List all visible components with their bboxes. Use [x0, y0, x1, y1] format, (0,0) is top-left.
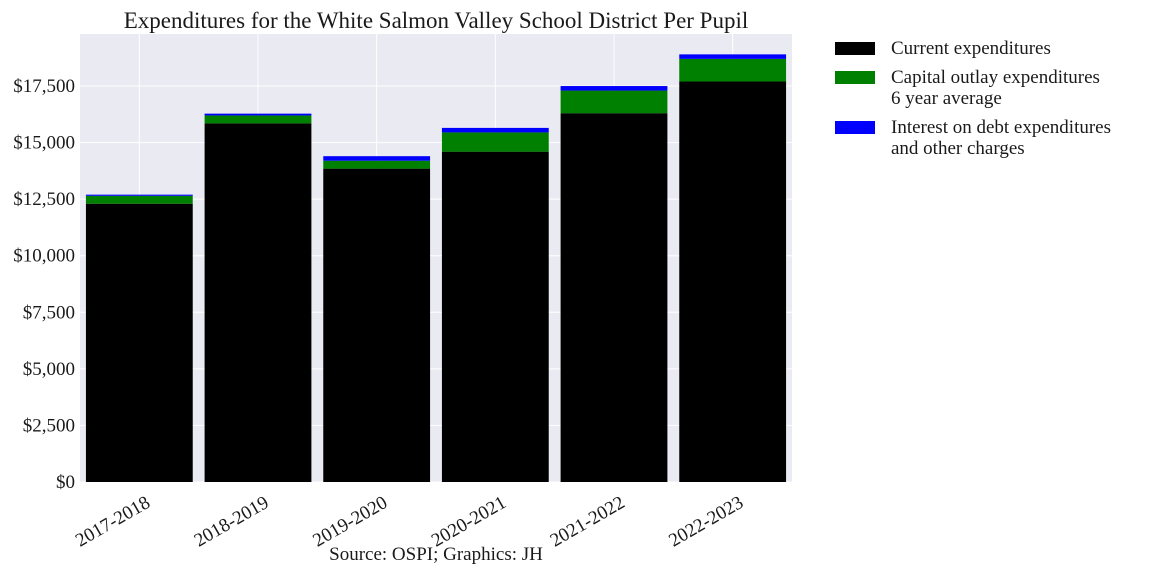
bar-2021-2022-series-1 [560, 90, 668, 114]
y-tick-label: $10,000 [13, 246, 75, 267]
y-tick-label: $15,000 [13, 133, 75, 154]
y-tick-label: $2,500 [23, 415, 75, 436]
legend-item-current: Current expenditures [835, 38, 1111, 59]
y-tick-label: $17,500 [13, 76, 75, 97]
bar-2017-2018-series-2 [85, 194, 193, 196]
y-tick-label: $7,500 [23, 302, 75, 323]
plot-area [80, 34, 792, 482]
y-tick-label: $0 [56, 472, 75, 493]
legend-label-capital: Capital outlay expenditures 6 year avera… [891, 67, 1100, 109]
chart-title: Expenditures for the White Salmon Valley… [123, 8, 749, 33]
bar-2018-2019-series-2 [204, 113, 312, 116]
bar-2021-2022-series-2 [560, 86, 668, 91]
legend-label-interest: Interest on debt expenditures and other … [891, 117, 1112, 159]
source-caption: Source: OSPI; Graphics: JH [329, 544, 543, 565]
bar-2018-2019-series-1 [204, 115, 312, 124]
bar-2017-2018-series-1 [85, 195, 193, 204]
bar-2021-2022-series-0 [560, 113, 668, 482]
legend-item-interest: Interest on debt expenditures and other … [835, 117, 1111, 159]
bar-2020-2021-series-0 [441, 151, 549, 483]
bar-2020-2021-series-2 [441, 127, 549, 133]
legend-item-capital: Capital outlay expenditures 6 year avera… [835, 67, 1111, 109]
y-tick-label: $5,000 [23, 359, 75, 380]
bar-2019-2020-series-1 [323, 160, 431, 169]
legend-swatch-interest [835, 121, 875, 134]
legend-label-current: Current expenditures [891, 38, 1051, 59]
legend: Current expenditures Capital outlay expe… [835, 38, 1111, 167]
bar-2022-2023-series-1 [679, 58, 787, 82]
legend-swatch-current [835, 42, 875, 55]
bar-2019-2020-series-2 [323, 156, 431, 161]
bar-2018-2019-series-0 [204, 123, 312, 483]
y-axis-ticks: $0 $2,500 $5,000 $7,500 $10,000 $12,500 $15,00… [13, 76, 75, 493]
bar-2022-2023-series-0 [679, 81, 787, 483]
bar-2020-2021-series-1 [441, 132, 549, 152]
bar-2019-2020-series-0 [323, 168, 431, 482]
y-tick-label: $12,500 [13, 189, 75, 210]
legend-swatch-capital [835, 71, 875, 84]
bars [85, 54, 787, 483]
bar-2017-2018-series-0 [85, 203, 193, 483]
bar-2022-2023-series-2 [679, 54, 787, 59]
